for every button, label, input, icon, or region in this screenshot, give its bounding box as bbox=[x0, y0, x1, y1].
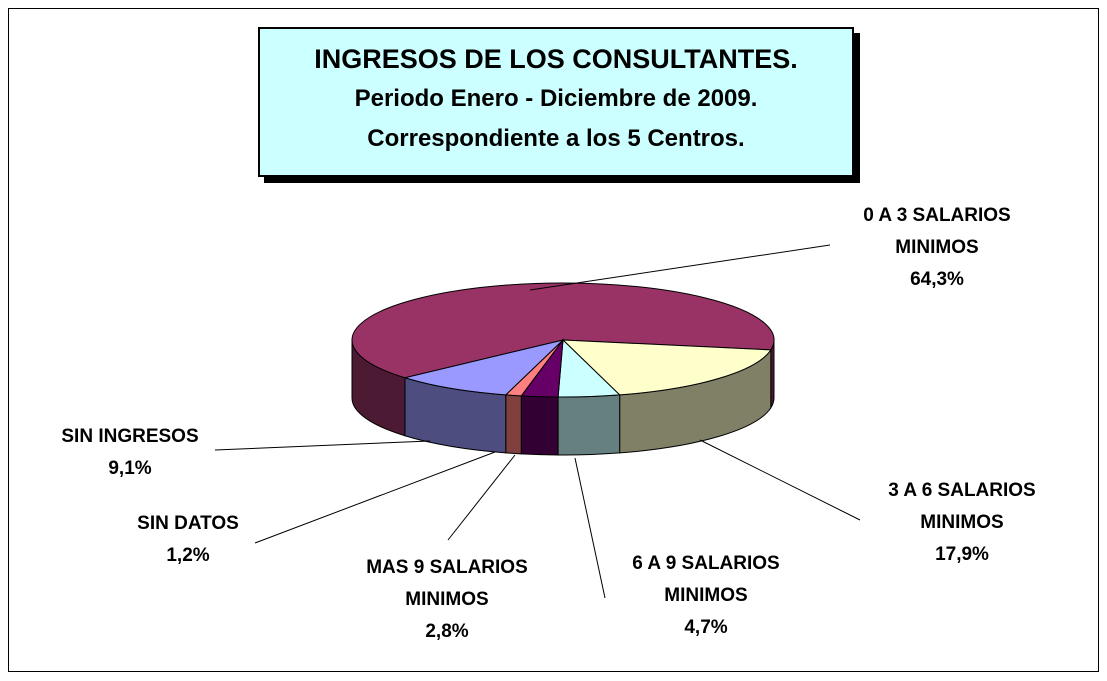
data-label: MAS 9 SALARIOS MINIMOS 2,8% bbox=[332, 552, 562, 648]
value-label: 2,8% bbox=[425, 621, 469, 642]
category-label: SIN INGRESOS bbox=[61, 426, 199, 447]
leader-line bbox=[529, 244, 831, 291]
slice-side bbox=[505, 394, 522, 455]
category-label: SIN DATOS bbox=[137, 513, 239, 534]
value-label: 17,9% bbox=[935, 544, 989, 565]
leader-line bbox=[214, 440, 431, 451]
data-label: SIN DATOS 1,2% bbox=[88, 508, 288, 572]
value-label: 9,1% bbox=[108, 458, 152, 479]
data-label: 0 A 3 SALARIOS MINIMOS 64,3% bbox=[822, 200, 1052, 296]
data-label: SIN INGRESOS 9,1% bbox=[30, 421, 230, 485]
chart-title: INGRESOS DE LOS CONSULTANTES. bbox=[314, 44, 798, 74]
data-label: 6 A 9 SALARIOS MINIMOS 4,7% bbox=[596, 548, 816, 644]
chart-subtitle: Correspondiente a los 5 Centros. bbox=[367, 125, 745, 152]
category-label: MAS 9 SALARIOS MINIMOS bbox=[366, 557, 528, 610]
slice-side bbox=[557, 394, 621, 456]
leader-line bbox=[574, 457, 606, 599]
slice-side bbox=[520, 395, 559, 456]
chart-subtitle: Periodo Enero - Diciembre de 2009. bbox=[354, 85, 758, 112]
leader-line bbox=[699, 439, 861, 521]
slice bbox=[351, 282, 775, 379]
leader-line bbox=[254, 451, 496, 544]
data-label: 3 A 6 SALARIOS MINIMOS 17,9% bbox=[847, 475, 1077, 571]
slice bbox=[403, 339, 565, 396]
value-label: 1,2% bbox=[166, 545, 210, 566]
title-box: INGRESOS DE LOS CONSULTANTES. Periodo En… bbox=[258, 27, 854, 177]
leader-line bbox=[447, 454, 516, 541]
value-label: 64,3% bbox=[910, 269, 964, 290]
slice bbox=[561, 339, 772, 396]
category-label: 6 A 9 SALARIOS MINIMOS bbox=[632, 553, 780, 606]
value-label: 4,7% bbox=[684, 617, 728, 638]
category-label: 3 A 6 SALARIOS MINIMOS bbox=[888, 480, 1036, 533]
category-label: 0 A 3 SALARIOS MINIMOS bbox=[863, 205, 1011, 258]
